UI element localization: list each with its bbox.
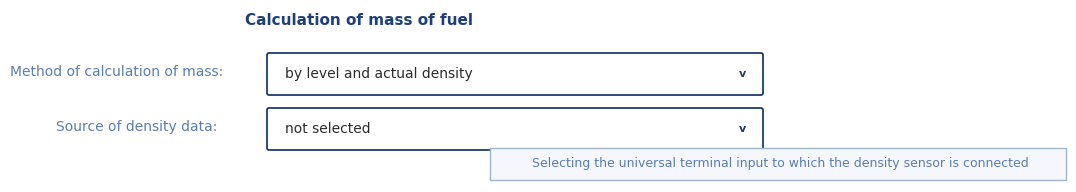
Text: Calculation of mass of fuel: Calculation of mass of fuel xyxy=(245,13,473,28)
Text: Selecting the universal terminal input to which the density sensor is connected: Selecting the universal terminal input t… xyxy=(532,157,1029,170)
FancyBboxPatch shape xyxy=(267,53,763,95)
FancyBboxPatch shape xyxy=(267,108,763,150)
Text: v: v xyxy=(738,69,746,79)
Text: Method of calculation of mass:: Method of calculation of mass: xyxy=(10,65,223,79)
Text: not selected: not selected xyxy=(285,122,370,136)
FancyBboxPatch shape xyxy=(490,148,1066,180)
Text: v: v xyxy=(738,124,746,134)
Text: Source of density data:: Source of density data: xyxy=(56,120,217,134)
Text: by level and actual density: by level and actual density xyxy=(285,67,472,81)
